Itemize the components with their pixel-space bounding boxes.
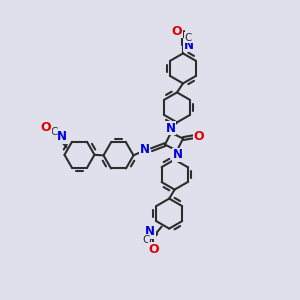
Text: N: N [172, 148, 183, 161]
Text: O: O [148, 243, 159, 256]
Text: C: C [185, 33, 192, 43]
Text: C: C [50, 127, 58, 137]
Text: N: N [165, 122, 176, 135]
Text: O: O [193, 130, 204, 143]
Text: N: N [145, 225, 155, 238]
Text: O: O [172, 25, 182, 38]
Text: O: O [41, 121, 51, 134]
Text: N: N [57, 130, 67, 143]
Text: C: C [142, 235, 149, 244]
Text: N: N [140, 143, 150, 156]
Text: N: N [183, 38, 194, 52]
